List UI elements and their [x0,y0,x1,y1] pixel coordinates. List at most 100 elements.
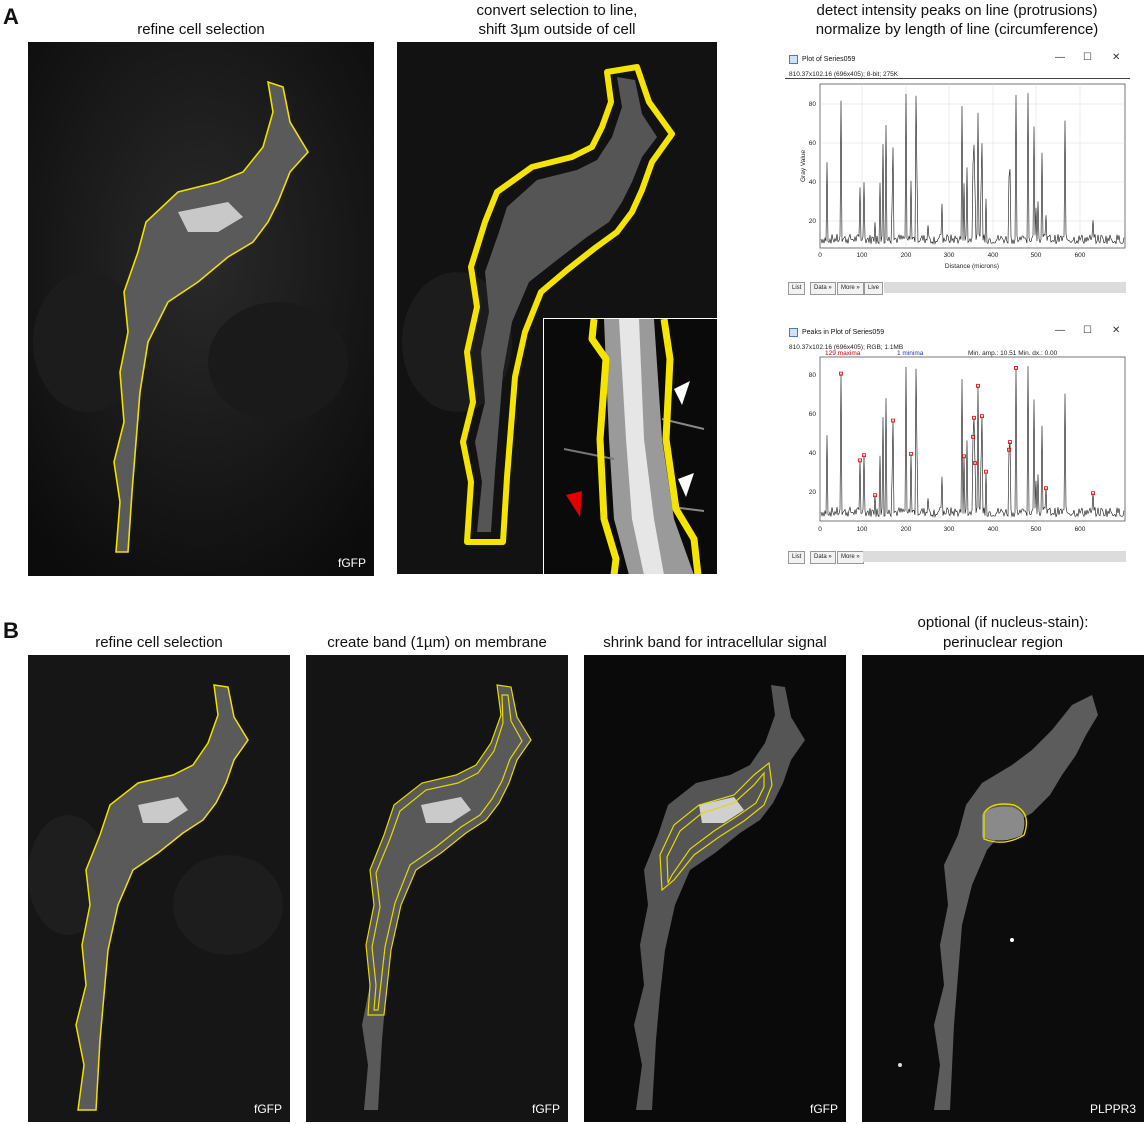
x-axis-label: Distance (microns) [945,263,999,270]
close-button[interactable]: ✕ [1112,52,1121,63]
x-tick: 500 [1031,252,1042,259]
y-tick: 80 [809,101,817,108]
panel-b-label: B [3,618,19,643]
caption-b-band: create band (1µm) on membrane [327,634,547,651]
x-tick: 400 [988,526,999,533]
data-button[interactable]: Data » [810,282,836,295]
micrograph-a-line [397,42,717,574]
caption-b-shrink: shrink band for intracellular signal [603,634,827,651]
x-tick: 200 [901,526,912,533]
micrograph-b-band: fGFP [306,655,568,1122]
plot-window-info: 810.37x102.16 (696x405); 8-bit; 275K [789,71,899,78]
plot-area: 20 40 60 80 0 100 200 300 400 500 600 Di… [800,83,1126,270]
peak-marker [976,383,980,388]
shrunk-band-inner [666,771,765,884]
channel-label: fGFP [809,1102,838,1116]
x-tick: 100 [857,526,868,533]
peak-marker [862,453,866,458]
plot-window-title: Plot of Series059 [802,55,856,63]
band-inner-outline [371,694,523,1011]
x-tick: 500 [1031,526,1042,533]
maximize-button[interactable]: ☐ [1083,52,1092,63]
cell-image [306,655,568,1122]
peak-marker [1014,365,1018,370]
peak-marker [984,469,988,474]
y-tick: 20 [809,489,817,496]
intensity-trace [820,93,1125,245]
inset-zoom [543,318,717,574]
peak-marker [1044,486,1048,491]
list-button[interactable]: List [788,551,806,564]
white-arrowhead-icon [678,473,694,497]
micrograph-b-perinuclear: PLPPR3 [862,655,1144,1122]
caption-a-convert-line2: shift 3µm outside of cell [478,21,636,38]
peaks-window: Peaks in Plot of Series059 — ☐ ✕ 810.37x… [785,323,1130,568]
peaks-plot-area: 129 maxima 1 minima Min. amp.: 10.51 Min… [809,350,1126,533]
peak-marker [973,461,977,465]
peak-marker [971,434,975,439]
red-arrowhead-icon [566,491,582,517]
imagej-plot-icon [789,327,798,337]
micrograph-b-shrink: fGFP [584,655,846,1122]
x-tick: 100 [857,252,868,259]
peak-marker [980,414,984,419]
x-tick: 0 [818,252,822,259]
selection-outline [113,80,309,553]
maxima-count: 129 maxima [825,350,861,357]
live-button[interactable]: Live [864,282,884,295]
y-tick: 40 [809,450,817,457]
y-axis-label: Gray Value [800,150,807,182]
peak-marker [873,493,877,498]
selection-outline [75,684,249,1111]
channel-label: PLPPR3 [1089,1102,1136,1116]
micrograph-a-refine: fGFP [28,42,374,576]
x-tick: 600 [1075,252,1086,259]
minimize-button[interactable]: — [1055,325,1065,336]
min-amplitude: Min. amp.: 10.51 Min. dx.: 0.00 [968,350,1058,357]
peaks-window-title: Peaks in Plot of Series059 [802,328,885,336]
shifted-line-outline [460,64,675,545]
list-button[interactable]: List [788,282,806,295]
band-outer-outline [365,684,532,1016]
peak-marker [1007,447,1011,452]
close-button[interactable]: ✕ [1112,325,1121,336]
cell-image [28,42,374,576]
cell-image [862,655,1144,1122]
caption-b-perinuclear-line2: perinuclear region [942,634,1064,651]
shrunk-band-outer [659,761,773,892]
y-tick: 60 [809,411,817,418]
micrograph-b-refine: fGFP [28,655,290,1122]
peak-marker [1008,440,1012,445]
minima-count: 1 minima [897,350,924,357]
plot-window: Plot of Series059 — ☐ ✕ 810.37x102.16 (6… [785,50,1130,295]
maximize-button[interactable]: ☐ [1083,325,1092,336]
x-tick: 0 [818,526,822,533]
peaks-window-info: 810.37x102.16 (696x405); RGB; 1.1MB [789,344,904,351]
caption-a-detect-line1: detect intensity peaks on line (protrusi… [816,2,1098,19]
caption-b-refine: refine cell selection [95,634,223,651]
x-tick: 300 [944,252,955,259]
cell-image [584,655,846,1122]
y-tick: 40 [809,179,817,186]
more-button[interactable]: More » [837,282,864,295]
channel-label: fGFP [337,556,366,570]
panel-a-label: A [3,4,19,29]
cell-image [28,655,290,1122]
more-button[interactable]: More » [837,551,864,564]
imagej-plot-icon [789,54,798,64]
button-bar-track [884,282,1126,293]
perinuclear-outline [983,803,1028,843]
inset-outline [588,319,702,574]
caption-a-detect-line2: normalize by length of line (circumferen… [815,21,1099,38]
y-tick: 80 [809,372,817,379]
caption-a-convert-line1: convert selection to line, [476,2,638,19]
data-button[interactable]: Data » [810,551,836,564]
peak-marker [962,454,966,459]
peak-marker [909,451,913,456]
peak-marker [858,458,862,463]
minimize-button[interactable]: — [1055,52,1065,63]
plot-window-titlebar: Plot of Series059 [785,50,1130,68]
peaks-window-titlebar: Peaks in Plot of Series059 [785,323,1130,341]
channel-label: fGFP [253,1102,282,1116]
channel-label: fGFP [531,1102,560,1116]
